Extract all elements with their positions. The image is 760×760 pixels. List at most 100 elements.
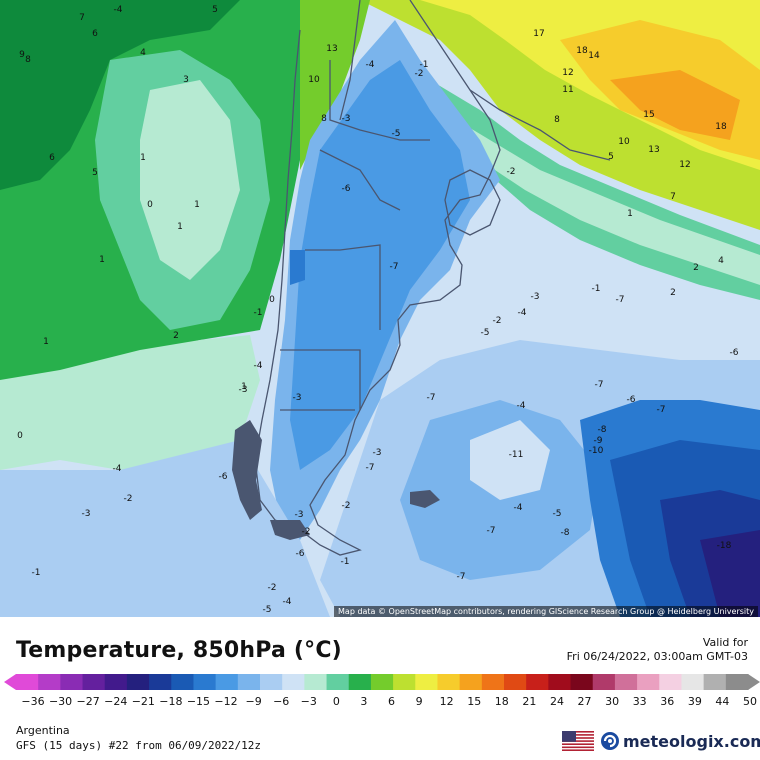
weather-map[interactable]: 7 5 6 9 8 4 3 13 10 8 -4 -1 -2 -3 17 18 14 12 11 8 15 18 10 13 5… [0, 0, 760, 617]
isotherm-label: 8 [554, 115, 560, 125]
isotherm-label: -3 [82, 509, 91, 519]
isotherm-label: -6 [296, 549, 305, 559]
scale-swatch [459, 674, 483, 690]
isotherm-label: 18 [715, 122, 727, 132]
scale-swatch [415, 674, 438, 690]
scale-tick-label: 44 [715, 695, 730, 708]
isotherm-label: -6 [627, 395, 636, 405]
scale-arrow-high [748, 674, 760, 690]
us-flag-icon[interactable] [562, 731, 594, 751]
scale-swatch [260, 674, 283, 690]
southeast-extreme-zone [700, 530, 760, 617]
isotherm-label: -11 [509, 450, 524, 460]
isotherm-label: -4 [283, 597, 292, 607]
isotherm-label: -3 [373, 448, 382, 458]
scale-tick-label: 18 [494, 695, 509, 708]
scale-tick-label: 9 [415, 695, 423, 708]
scale-swatch [126, 674, 150, 690]
isotherm-label: -7 [595, 380, 604, 390]
scale-tick-label: −27 [76, 695, 100, 708]
isotherm-label: 1 [43, 337, 49, 347]
isotherm-label: -4 [114, 5, 123, 15]
scale-swatch [304, 674, 328, 690]
color-scale: −36 −30 −27 −24 −21 −18 −15 −12 −9 −6 −3 0 3 6 9 12 15 18… [4, 671, 760, 711]
brand-logo[interactable]: meteologix.com [600, 730, 760, 752]
valid-datetime: Fri 06/24/2022, 03:00am GMT-03 [566, 650, 748, 663]
isotherm-label: 4 [718, 256, 724, 266]
isotherm-label: -4 [517, 401, 526, 411]
isotherm-label: -9 [594, 436, 603, 446]
isotherm-label: 2 [670, 288, 676, 298]
brand-name: meteologix.com [623, 731, 760, 751]
isotherm-label: -3 [531, 292, 540, 302]
pacific-zone-pale-south [0, 335, 260, 470]
isotherm-label: 0 [17, 431, 23, 441]
isotherm-label: 1 [99, 255, 105, 265]
isotherm-label: -7 [390, 262, 399, 272]
valid-time: Valid for Fri 06/24/2022, 03:00am GMT-03 [567, 636, 748, 664]
isotherm-label: 14 [588, 51, 600, 61]
scale-tick-label: 30 [605, 695, 620, 708]
scale-tick-label: 39 [687, 695, 702, 708]
scale-swatch [504, 674, 527, 690]
isotherm-label: -4 [113, 464, 122, 474]
map-title: Temperature, 850hPa (°C) [16, 638, 342, 663]
isotherm-label: -2 [268, 583, 277, 593]
color-scale-bar [4, 674, 760, 690]
scale-tick-label: −24 [104, 695, 128, 708]
andes-zone-green [300, 0, 370, 170]
scale-tick-label: 33 [632, 695, 647, 708]
scale-tick-label: 3 [360, 695, 368, 708]
chile-fjords [232, 420, 440, 540]
isotherm-label: 2 [173, 331, 179, 341]
pacific-zone-pale [140, 80, 240, 280]
isotherm-label: -7 [657, 405, 666, 415]
scale-swatch [681, 674, 705, 690]
scale-swatch [171, 674, 194, 690]
scale-swatch [548, 674, 572, 690]
isotherm-label: -2 [302, 527, 311, 537]
scale-tick-label: 6 [388, 695, 395, 708]
scale-tick-label: −12 [214, 695, 238, 708]
isotherm-label: 0 [269, 295, 275, 305]
scale-swatch [215, 674, 239, 690]
isotherm-label: 9 [19, 50, 25, 60]
isotherm-label: 17 [533, 29, 544, 39]
map-attribution[interactable]: Map data © OpenStreetMap contributors, r… [334, 606, 758, 617]
scale-swatch [481, 674, 505, 690]
scale-tick-label: −3 [300, 695, 317, 708]
isotherm-label: 5 [608, 152, 614, 162]
scale-tick-label: 24 [549, 695, 564, 708]
isotherm-label: 1 [241, 382, 247, 392]
isotherm-label: 6 [92, 29, 98, 39]
isotherm-label: 7 [79, 13, 85, 23]
isotherm-label: 13 [648, 145, 659, 155]
scale-swatch [104, 674, 128, 690]
scale-swatch [149, 674, 172, 690]
scale-swatch [60, 674, 84, 690]
scale-tick-label: 12 [439, 695, 454, 708]
isotherm-label: -5 [553, 509, 562, 519]
coastlines [254, 0, 611, 556]
isotherm-label: -7 [366, 463, 375, 473]
isotherm-label: -7 [427, 393, 436, 403]
isotherm-label: 10 [308, 75, 320, 85]
scale-swatch [82, 674, 106, 690]
scale-swatch [282, 674, 305, 690]
isotherm-label: -7 [616, 295, 625, 305]
atlantic-warm-eddy [470, 420, 550, 500]
isotherm-label: 10 [618, 137, 630, 147]
model-run: GFS (15 days) #22 from 06/09/2022/12z [16, 739, 262, 752]
isotherm-label: -2 [124, 494, 133, 504]
isotherm-label: -4 [366, 60, 375, 70]
isotherm-label: 12 [562, 68, 573, 78]
isotherm-label: 8 [25, 55, 31, 65]
scale-swatch [725, 674, 749, 690]
scale-tick-label: −36 [21, 695, 45, 708]
isotherm-label: -1 [341, 557, 350, 567]
isotherm-label: -8 [561, 528, 570, 538]
isotherm-label: -2 [342, 501, 351, 511]
isotherm-label: -1 [420, 60, 429, 70]
